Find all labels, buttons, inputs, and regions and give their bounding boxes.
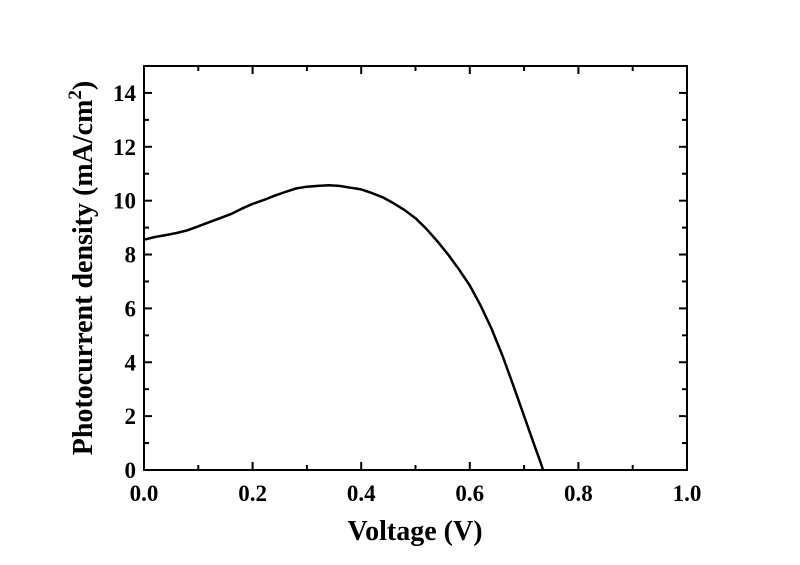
x-tick-label: 0.8 xyxy=(564,481,593,506)
y-tick-label: 14 xyxy=(113,81,137,106)
y-tick-label: 0 xyxy=(125,458,137,483)
x-tick-label: 0.2 xyxy=(238,481,267,506)
x-tick-label: 0.4 xyxy=(347,481,376,506)
y-axis-title-superscript: 2 xyxy=(65,90,86,100)
plot-frame xyxy=(143,65,688,471)
y-tick-label: 6 xyxy=(125,296,137,321)
x-tick-label: 1.0 xyxy=(673,481,702,506)
y-axis-title-main: Photocurrent density (mA/cm xyxy=(68,100,99,456)
y-tick-label: 2 xyxy=(125,404,137,429)
tick-labels: 0.0 0.2 0.4 0.6 0.8 1.0 0 2 4 6 8 10 12 14 xyxy=(113,81,701,506)
x-tick-label: 0.6 xyxy=(455,481,484,506)
y-axis-title: Photocurrent density (mA/cm2) xyxy=(65,81,99,455)
y-tick-label: 4 xyxy=(125,350,137,375)
y-tick-label: 8 xyxy=(125,243,137,268)
y-tick-label: 10 xyxy=(113,189,136,214)
y-tick-label: 12 xyxy=(113,135,136,160)
x-tick-label: 0.0 xyxy=(130,481,159,506)
series-line xyxy=(143,184,545,471)
axis-ticks xyxy=(143,65,688,471)
y-axis-title-close: ) xyxy=(68,81,99,90)
x-axis-title: Voltage (V) xyxy=(347,516,482,547)
